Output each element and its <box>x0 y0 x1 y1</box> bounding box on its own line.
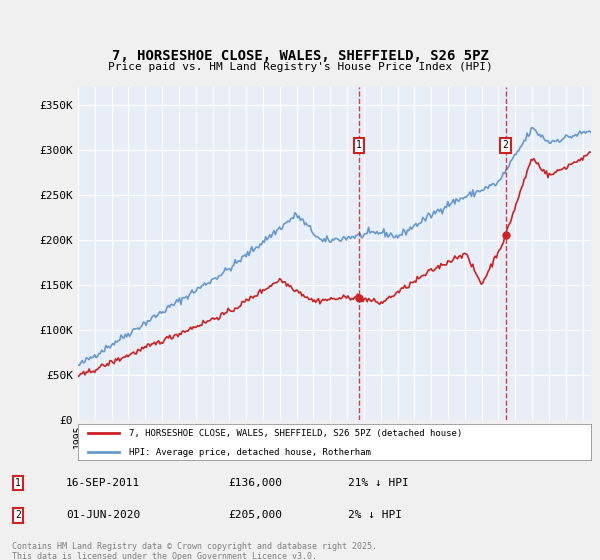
Text: Contains HM Land Registry data © Crown copyright and database right 2025.
This d: Contains HM Land Registry data © Crown c… <box>12 542 377 560</box>
Text: 2: 2 <box>15 510 21 520</box>
Text: 2: 2 <box>503 141 508 150</box>
Text: 1: 1 <box>15 478 21 488</box>
Text: £205,000: £205,000 <box>228 510 282 520</box>
Text: 7, HORSESHOE CLOSE, WALES, SHEFFIELD, S26 5PZ: 7, HORSESHOE CLOSE, WALES, SHEFFIELD, S2… <box>112 49 488 63</box>
Text: HPI: Average price, detached house, Rotherham: HPI: Average price, detached house, Roth… <box>130 448 371 457</box>
Text: Price paid vs. HM Land Registry's House Price Index (HPI): Price paid vs. HM Land Registry's House … <box>107 62 493 72</box>
Text: 01-JUN-2020: 01-JUN-2020 <box>66 510 140 520</box>
Text: £136,000: £136,000 <box>228 478 282 488</box>
Text: 2% ↓ HPI: 2% ↓ HPI <box>348 510 402 520</box>
Text: 7, HORSESHOE CLOSE, WALES, SHEFFIELD, S26 5PZ (detached house): 7, HORSESHOE CLOSE, WALES, SHEFFIELD, S2… <box>130 428 463 437</box>
Text: 16-SEP-2011: 16-SEP-2011 <box>66 478 140 488</box>
Text: 1: 1 <box>356 141 362 150</box>
Text: 21% ↓ HPI: 21% ↓ HPI <box>348 478 409 488</box>
